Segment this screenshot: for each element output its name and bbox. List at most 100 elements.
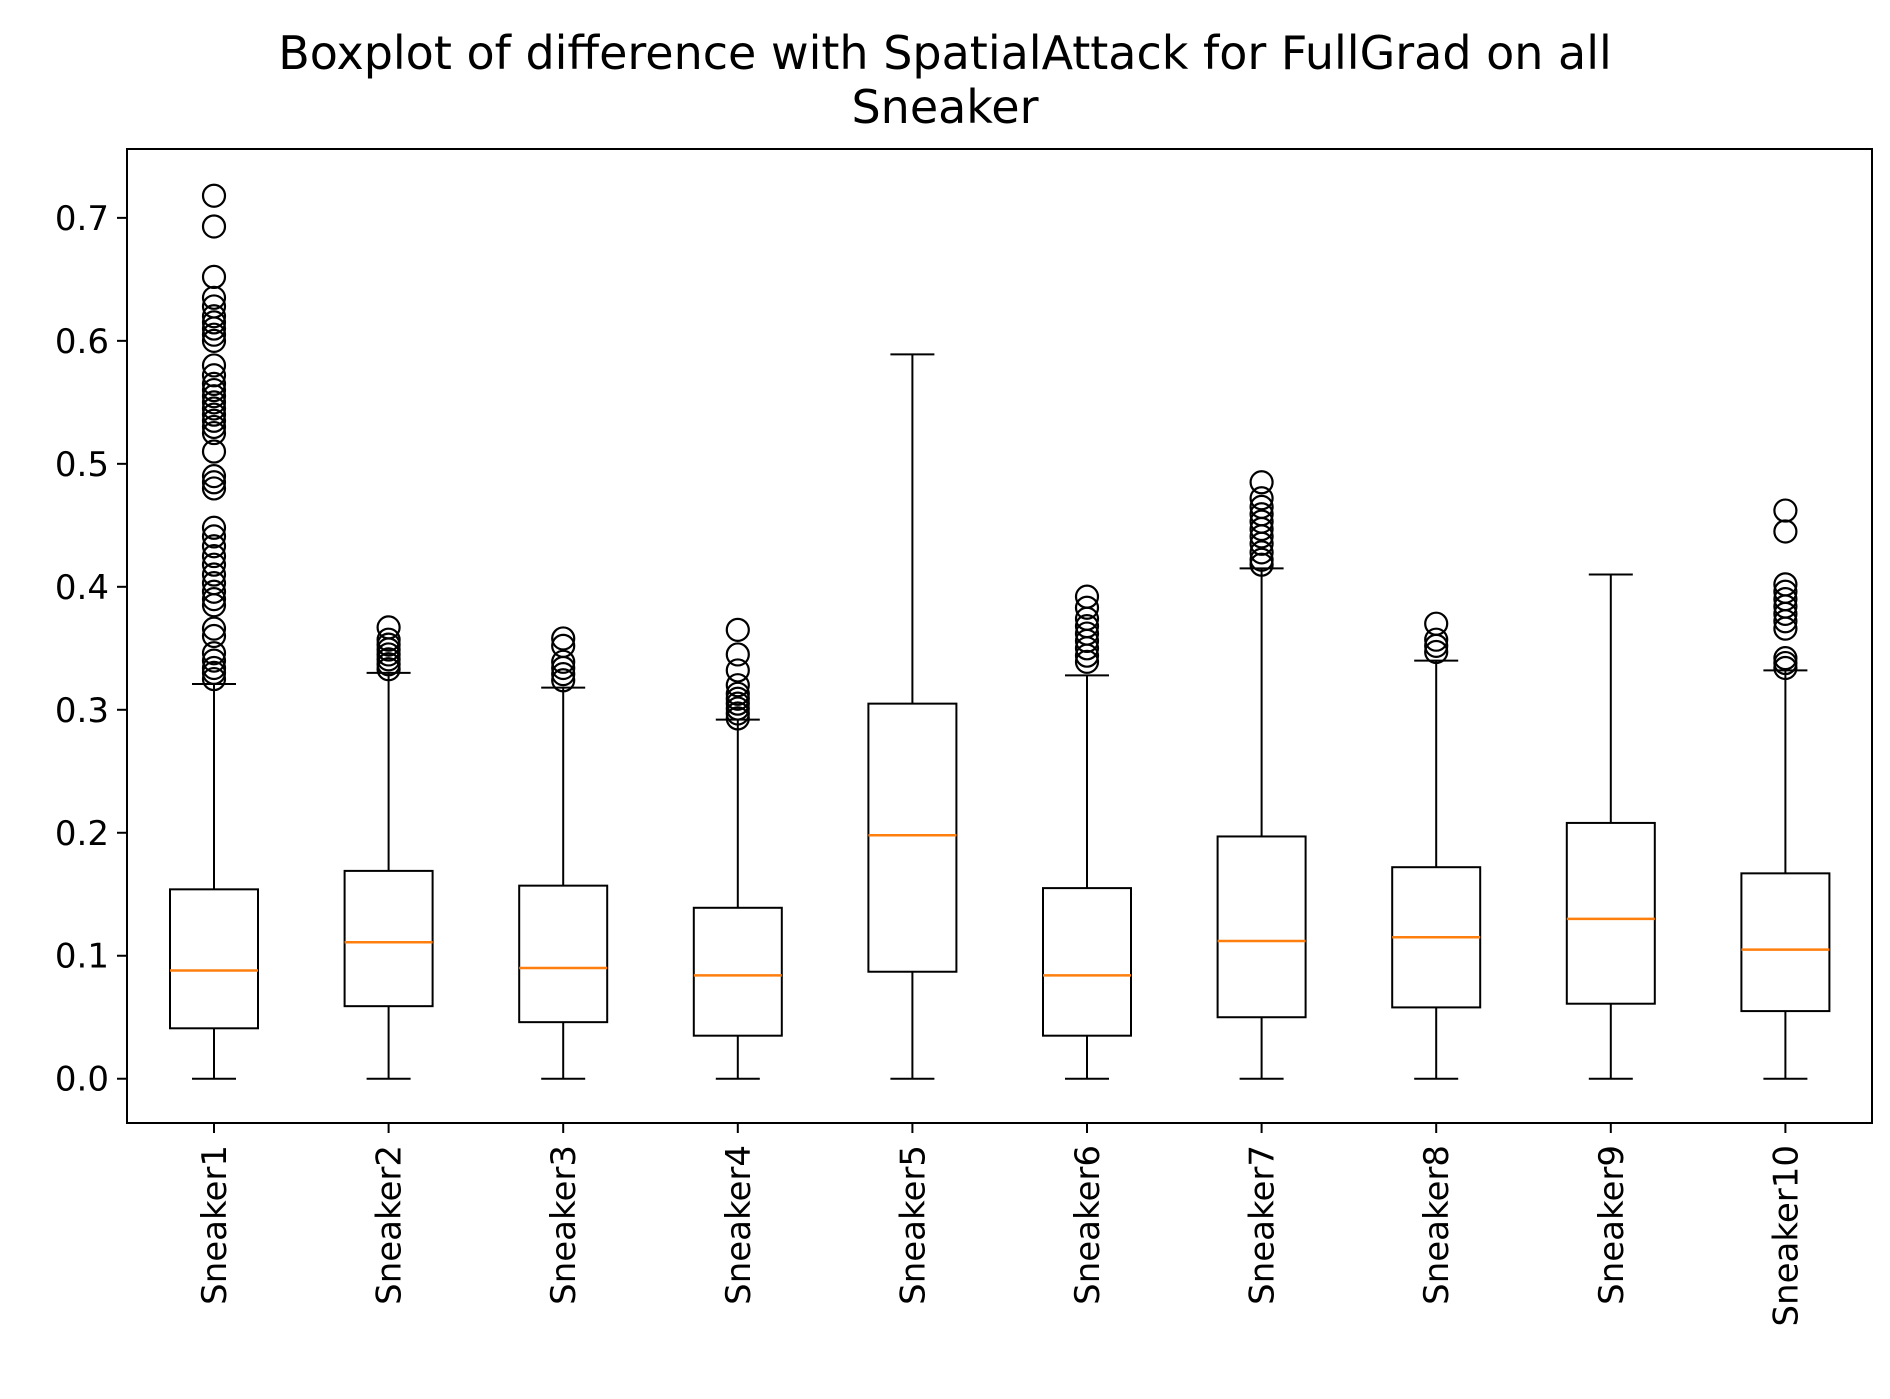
y-tick-label: 0.5 — [55, 445, 109, 485]
flier-point — [1074, 614, 1100, 639]
flier-point — [1249, 494, 1274, 519]
flier-point — [201, 616, 227, 641]
y-tick-label: 0.3 — [55, 691, 109, 731]
flier-point — [201, 396, 227, 421]
box-iqr — [343, 869, 434, 1008]
flier-point — [201, 402, 227, 427]
chart-title-line1: Boxplot of difference with SpatialAttack… — [278, 26, 1612, 80]
flier-point — [1773, 579, 1798, 604]
chart-title-line2: Sneaker — [851, 80, 1039, 134]
flier-point — [1249, 470, 1274, 495]
flier-point — [201, 655, 227, 681]
x-tick-label: Sneaker3 — [544, 1145, 584, 1305]
flier-point — [201, 524, 227, 549]
flier-point — [201, 183, 227, 208]
x-tick-label: Sneaker9 — [1592, 1145, 1632, 1305]
flier-point — [201, 408, 227, 433]
flier-point — [1424, 633, 1449, 658]
flier-point — [1424, 627, 1449, 652]
x-tick-label: Sneaker2 — [370, 1145, 410, 1305]
flier-point — [1773, 498, 1798, 523]
box-iqr — [1565, 821, 1656, 1005]
flier-point — [201, 515, 227, 540]
flier-point — [201, 328, 227, 353]
flier-point — [201, 641, 227, 666]
flier-point — [1074, 595, 1100, 620]
flier-point — [1424, 639, 1449, 665]
axes-frame — [126, 148, 1873, 1124]
flier-point — [1249, 547, 1274, 572]
x-tick-label: Sneaker7 — [1243, 1145, 1283, 1305]
box-iqr — [692, 906, 783, 1037]
flier-point — [551, 668, 576, 693]
y-tick-label: 0.6 — [55, 322, 109, 362]
y-tick-label: 0.4 — [55, 568, 109, 608]
flier-point — [725, 642, 750, 667]
x-tick-label: Sneaker5 — [893, 1145, 933, 1305]
y-tick-label: 0.0 — [55, 1060, 109, 1100]
flier-point — [201, 304, 227, 329]
flier-point — [201, 353, 227, 378]
flier-point — [376, 615, 401, 640]
flier-point — [725, 617, 750, 642]
x-tick-label: Sneaker1 — [195, 1145, 235, 1305]
flier-point — [201, 571, 227, 596]
flier-point — [201, 587, 227, 612]
flier-point — [1773, 519, 1798, 544]
y-tick-label: 0.2 — [55, 814, 109, 854]
flier-point — [201, 579, 227, 604]
flier-point — [201, 552, 227, 577]
flier-point — [551, 655, 576, 681]
flier-point — [1074, 649, 1100, 674]
x-tick-label: Sneaker8 — [1417, 1145, 1457, 1305]
flier-point — [1249, 486, 1274, 511]
box-iqr — [1042, 887, 1132, 1037]
flier-point — [551, 633, 576, 658]
flier-point — [201, 294, 227, 319]
flier-point — [201, 543, 227, 569]
x-tick-label: Sneaker6 — [1068, 1145, 1108, 1305]
flier-point — [201, 648, 227, 673]
flier-point — [1249, 502, 1274, 527]
flier-point — [201, 666, 227, 692]
flier-point — [725, 673, 750, 698]
box-iqr — [1216, 835, 1307, 1019]
flier-point — [201, 562, 227, 587]
box-iqr — [1740, 872, 1831, 1013]
flier-point — [1773, 646, 1798, 671]
flier-point — [1074, 621, 1100, 646]
y-tick-label: 0.7 — [55, 199, 109, 239]
flier-point — [201, 414, 227, 440]
flier-point — [201, 322, 227, 347]
flier-point — [1773, 587, 1798, 612]
flier-point — [1424, 611, 1449, 636]
flier-point — [1773, 572, 1798, 597]
flier-point — [376, 627, 401, 652]
flier-point — [1249, 509, 1274, 534]
flier-point — [201, 390, 227, 415]
flier-point — [725, 681, 750, 706]
x-tick-label: Sneaker10 — [1766, 1145, 1806, 1327]
flier-point — [1249, 540, 1274, 565]
flier-point — [551, 626, 576, 651]
flier-point — [201, 264, 227, 289]
flier-point — [201, 439, 227, 464]
flier-point — [201, 534, 227, 559]
flier-point — [201, 623, 227, 649]
flier-point — [201, 214, 227, 239]
box-iqr — [867, 702, 958, 973]
flier-point — [201, 363, 227, 388]
box-iqr — [169, 888, 259, 1030]
box-iqr — [518, 884, 609, 1024]
flier-point — [201, 371, 227, 396]
flier-point — [201, 593, 227, 618]
flier-point — [201, 316, 227, 341]
y-tick-label: 0.1 — [55, 937, 109, 977]
flier-point — [1074, 584, 1100, 609]
x-tick-label: Sneaker4 — [719, 1145, 759, 1305]
flier-point — [201, 476, 227, 501]
flier-point — [201, 310, 227, 335]
flier-point — [201, 420, 227, 446]
